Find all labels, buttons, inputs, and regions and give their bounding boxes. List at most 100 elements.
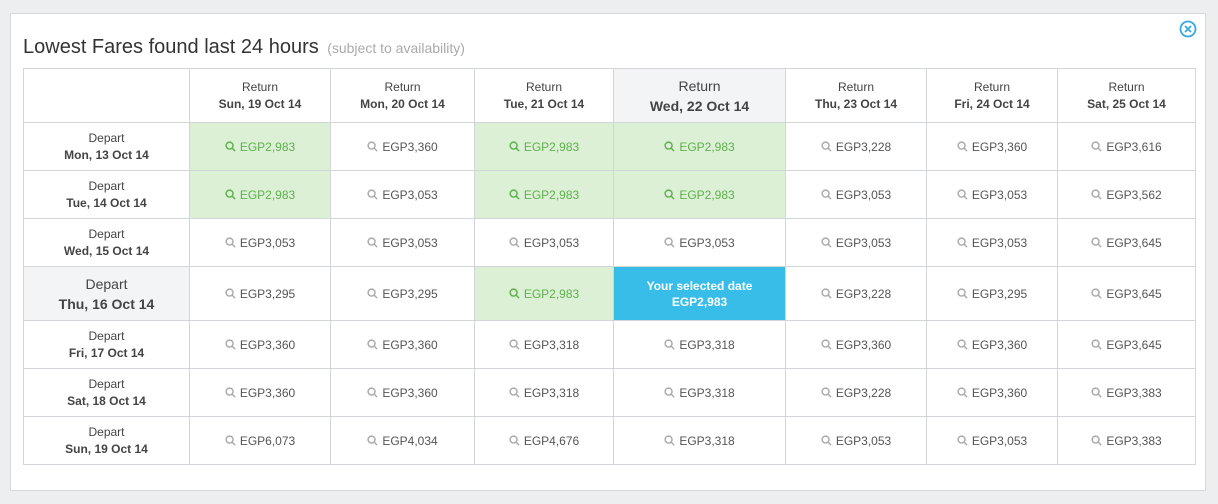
search-icon — [664, 386, 675, 398]
return-date-header: Return Sat, 25 Oct 14 — [1057, 68, 1196, 123]
fare-cell[interactable]: EGP3,360 — [330, 368, 475, 417]
fare-price: EGP3,360 — [971, 385, 1028, 400]
search-icon — [367, 338, 378, 350]
selected-date-label: Your selected date — [646, 278, 753, 293]
return-date: Tue, 21 Oct 14 — [503, 96, 585, 111]
fare-cell[interactable]: EGP3,360 — [189, 320, 331, 369]
fare-cell[interactable]: EGP4,034 — [330, 416, 475, 465]
return-date: Fri, 24 Oct 14 — [954, 96, 1030, 111]
fare-cell[interactable]: EGP3,360 — [785, 320, 927, 369]
fare-price: EGP3,053 — [835, 235, 892, 250]
fare-cell[interactable]: EGP2,983 — [613, 170, 786, 219]
search-icon — [664, 434, 675, 446]
fare-cell[interactable]: EGP3,053 — [926, 170, 1058, 219]
return-date-header: Return Tue, 21 Oct 14 — [474, 68, 614, 123]
fare-cell[interactable]: EGP3,360 — [330, 122, 475, 171]
fare-price: EGP3,360 — [382, 139, 438, 154]
fare-price: EGP3,360 — [971, 337, 1028, 352]
fare-cell[interactable]: EGP3,360 — [926, 320, 1058, 369]
fare-cell[interactable]: EGP3,360 — [189, 368, 331, 417]
selected-fare-cell[interactable]: Your selected date EGP2,983 — [613, 266, 786, 321]
return-date: Sat, 25 Oct 14 — [1087, 96, 1166, 111]
fare-cell[interactable]: EGP6,073 — [189, 416, 331, 465]
fare-cell[interactable]: EGP3,318 — [613, 368, 786, 417]
fare-cell[interactable]: EGP3,053 — [926, 218, 1058, 267]
fare-cell[interactable]: EGP2,983 — [613, 122, 786, 171]
search-icon — [957, 287, 968, 299]
return-date: Sun, 19 Oct 14 — [218, 96, 302, 111]
fare-cell[interactable]: EGP3,295 — [189, 266, 331, 321]
depart-row: Depart Thu, 16 Oct 14 EGP3,295 EGP3,295 EGP2… — [23, 266, 1196, 321]
depart-date-header: Depart Mon, 13 Oct 14 — [23, 122, 190, 171]
search-icon — [509, 386, 520, 398]
return-header-row: Return Sun, 19 Oct 14 Return Mon, 20 Oct 14… — [23, 68, 1196, 123]
fare-cell[interactable]: EGP3,053 — [330, 170, 475, 219]
fare-price: EGP3,295 — [971, 286, 1028, 301]
fare-cell[interactable]: EGP3,616 — [1057, 122, 1196, 171]
fare-cell[interactable]: EGP3,053 — [785, 218, 927, 267]
depart-date-header: Depart Sat, 18 Oct 14 — [23, 368, 190, 417]
search-icon — [509, 434, 520, 446]
fare-price: EGP3,053 — [971, 235, 1028, 250]
corner-cell — [23, 68, 190, 123]
fare-cell[interactable]: EGP3,645 — [1057, 320, 1196, 369]
fare-cell[interactable]: EGP3,360 — [926, 368, 1058, 417]
fare-cell[interactable]: EGP3,053 — [613, 218, 786, 267]
return-date-header: Return Sun, 19 Oct 14 — [189, 68, 331, 123]
fare-price: EGP2,983 — [523, 187, 580, 202]
fare-cell[interactable]: EGP3,318 — [474, 368, 614, 417]
fare-cell[interactable]: EGP3,053 — [330, 218, 475, 267]
fare-cell[interactable]: EGP3,053 — [926, 416, 1058, 465]
fare-price: EGP3,228 — [835, 286, 892, 301]
fare-cell[interactable]: EGP3,360 — [330, 320, 475, 369]
fare-cell[interactable]: EGP3,228 — [785, 368, 927, 417]
depart-date-header: Depart Thu, 16 Oct 14 — [23, 266, 190, 321]
fare-price: EGP3,645 — [1106, 286, 1162, 301]
fare-cell[interactable]: EGP2,983 — [474, 266, 614, 321]
fare-cell[interactable]: EGP3,383 — [1057, 416, 1196, 465]
fare-cell[interactable]: EGP3,318 — [474, 320, 614, 369]
fare-cell[interactable]: EGP3,053 — [785, 416, 927, 465]
fare-cell[interactable]: EGP3,053 — [189, 218, 331, 267]
fare-price: EGP3,295 — [239, 286, 296, 301]
search-icon — [821, 386, 832, 398]
fare-cell[interactable]: EGP3,562 — [1057, 170, 1196, 219]
fare-cell[interactable]: EGP3,295 — [330, 266, 475, 321]
fare-cell[interactable]: EGP3,383 — [1057, 368, 1196, 417]
search-icon — [1091, 338, 1102, 350]
fare-cell[interactable]: EGP3,053 — [785, 170, 927, 219]
search-icon — [1091, 434, 1102, 446]
fare-price: EGP3,360 — [239, 337, 296, 352]
fare-price: EGP3,616 — [1106, 139, 1162, 154]
fare-cell[interactable]: EGP2,983 — [474, 122, 614, 171]
depart-row: Depart Mon, 13 Oct 14 EGP2,983 EGP3,360 EGP2… — [23, 122, 1196, 171]
fare-cell[interactable]: EGP2,983 — [189, 170, 331, 219]
fare-price: EGP3,053 — [679, 235, 735, 250]
fare-price: EGP3,053 — [382, 187, 438, 202]
fare-cell[interactable]: EGP3,360 — [926, 122, 1058, 171]
fare-cell[interactable]: EGP2,983 — [474, 170, 614, 219]
search-icon — [821, 140, 832, 152]
fare-cell[interactable]: EGP3,318 — [613, 320, 786, 369]
close-icon[interactable] — [1179, 20, 1197, 38]
fare-cell[interactable]: EGP2,983 — [189, 122, 331, 171]
fare-cell[interactable]: EGP3,228 — [785, 266, 927, 321]
depart-date: Sun, 19 Oct 14 — [65, 441, 148, 456]
fare-price: EGP3,053 — [971, 433, 1028, 448]
fare-cell[interactable]: EGP3,645 — [1057, 218, 1196, 267]
search-icon — [821, 287, 832, 299]
fare-cell[interactable]: EGP3,295 — [926, 266, 1058, 321]
fare-price: EGP3,053 — [835, 433, 892, 448]
depart-date: Thu, 16 Oct 14 — [58, 295, 155, 312]
search-icon — [225, 287, 236, 299]
fare-price: EGP3,645 — [1106, 235, 1162, 250]
fare-price: EGP3,360 — [382, 337, 438, 352]
search-icon — [367, 434, 378, 446]
fare-price: EGP3,053 — [239, 235, 296, 250]
fare-cell[interactable]: EGP3,053 — [474, 218, 614, 267]
fare-cell[interactable]: EGP3,318 — [613, 416, 786, 465]
search-icon — [957, 140, 968, 152]
fare-cell[interactable]: EGP3,228 — [785, 122, 927, 171]
fare-cell[interactable]: EGP4,676 — [474, 416, 614, 465]
fare-cell[interactable]: EGP3,645 — [1057, 266, 1196, 321]
